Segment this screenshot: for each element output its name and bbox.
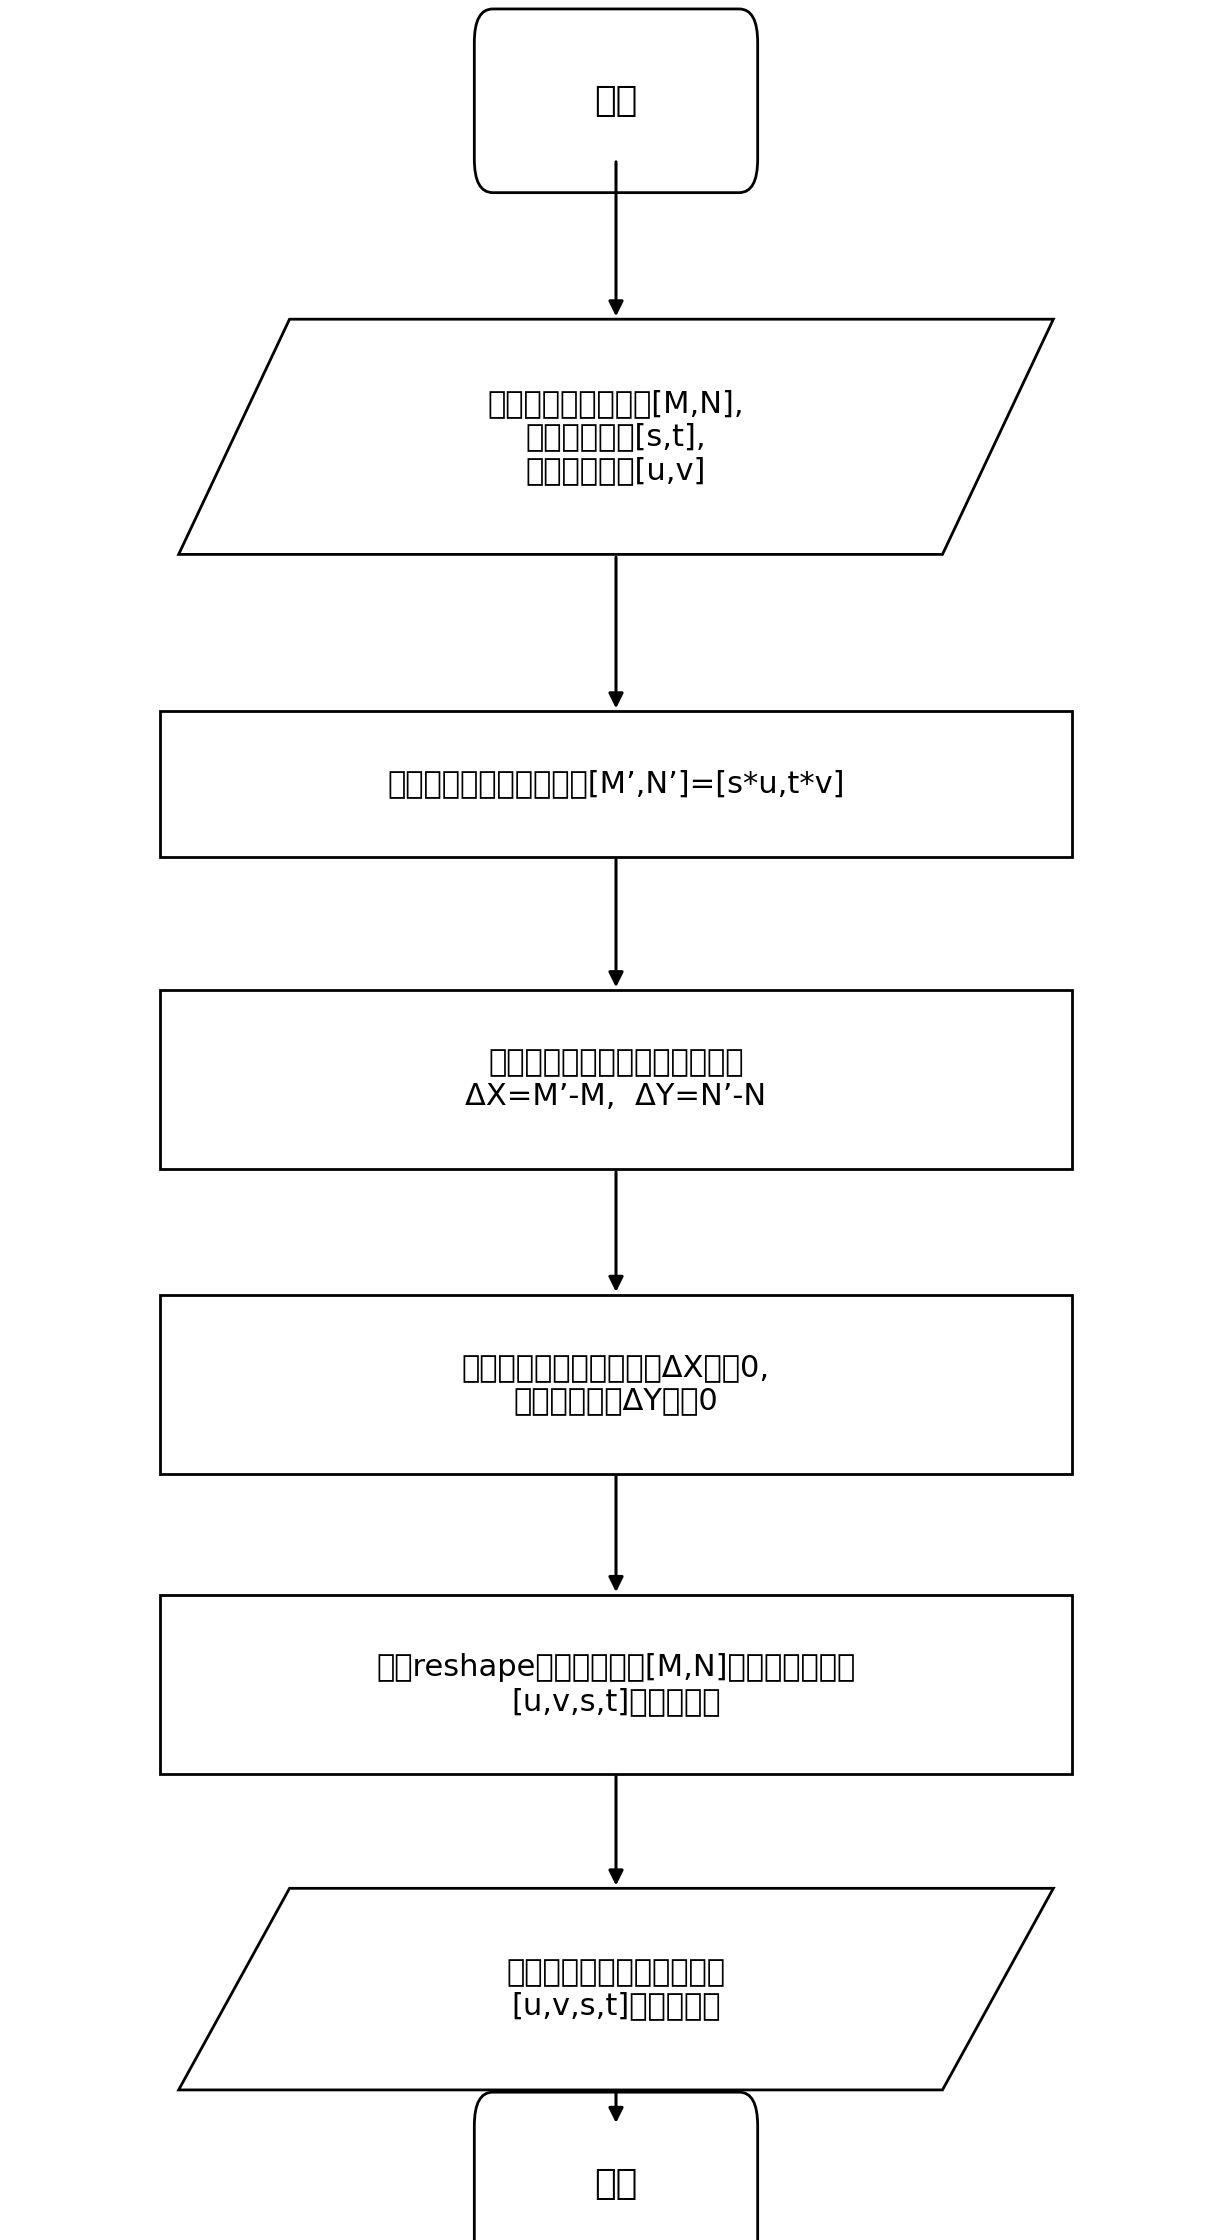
- Text: 光场原始图像大小为[M,N],
位置分辨率为[s,t],
角度分辨率为[u,v]: 光场原始图像大小为[M,N], 位置分辨率为[s,t], 角度分辨率为[u,v]: [488, 390, 744, 484]
- Text: 在实际图像的最末行补充ΔX行的0,
在最末列补充ΔY行的0: 在实际图像的最末行补充ΔX行的0, 在最末列补充ΔY行的0: [462, 1353, 770, 1416]
- Text: 使用reshape函数将大小为[M,N]的图像重排列成
[u,v,s,t]的四维形式: 使用reshape函数将大小为[M,N]的图像重排列成 [u,v,s,t]的四维…: [376, 1653, 856, 1716]
- Bar: [160, 990, 1072, 1169]
- Bar: [160, 710, 1072, 856]
- Text: 计算理论图像与实际图像的差值
ΔX=M’-M,  ΔY=N’-N: 计算理论图像与实际图像的差值 ΔX=M’-M, ΔY=N’-N: [466, 1048, 766, 1111]
- Bar: [160, 1295, 1072, 1474]
- Polygon shape: [179, 318, 1053, 553]
- Polygon shape: [179, 1888, 1053, 2090]
- Bar: [160, 1595, 1072, 1774]
- FancyBboxPatch shape: [474, 9, 758, 193]
- Text: 结束: 结束: [594, 2166, 638, 2202]
- Text: 解码后的光场图像是大小为
[u,v,s,t]的四维形式: 解码后的光场图像是大小为 [u,v,s,t]的四维形式: [506, 1958, 726, 2020]
- Text: 开始: 开始: [594, 83, 638, 119]
- Text: 计算理论光场图像大小为[M’,N’]=[s*u,t*v]: 计算理论光场图像大小为[M’,N’]=[s*u,t*v]: [387, 771, 845, 797]
- FancyBboxPatch shape: [474, 2092, 758, 2240]
